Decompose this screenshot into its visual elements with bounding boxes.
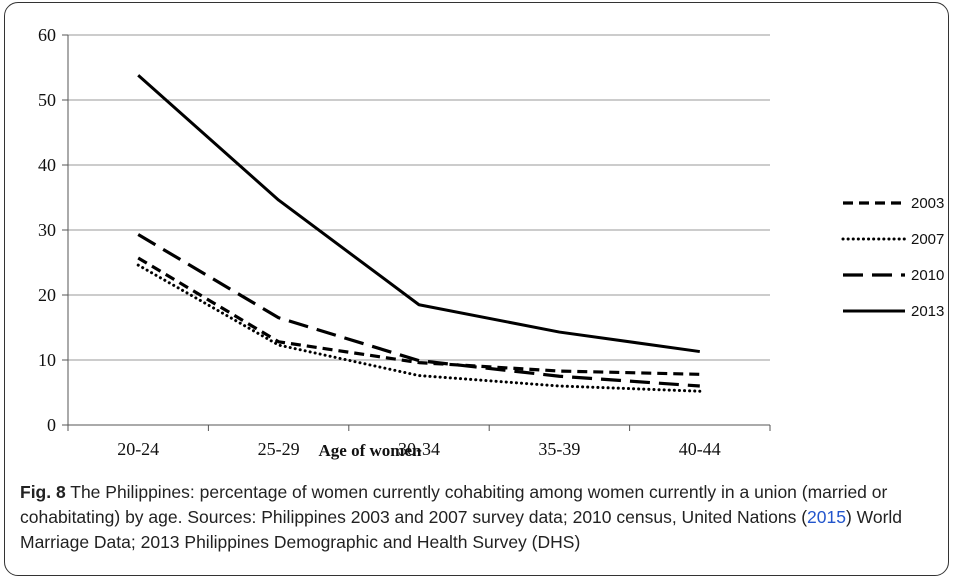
x-tick-label: 40-44: [679, 439, 721, 459]
axes: [62, 34, 771, 431]
caption-text-start: The Philippines: percentage of women cur…: [20, 482, 888, 527]
x-tick-label: 25-29: [258, 439, 300, 459]
y-tick-label: 60: [38, 25, 56, 45]
caption-text-end: ) World Marriage Data; 2013 Philippines …: [20, 507, 903, 552]
y-tick-label: 40: [38, 155, 56, 175]
series-line-2007: [136, 263, 702, 393]
series-line-2003: [137, 256, 700, 376]
y-tick-label: 0: [47, 415, 56, 435]
x-axis-title: Age of women: [319, 441, 422, 460]
series-line-2010: [137, 233, 700, 388]
legend-label-2013: 2013: [911, 303, 944, 320]
x-tick-labels: 20-24 25-29 30-34 35-39 40-44: [117, 439, 721, 459]
series-lines: [136, 74, 702, 393]
caption-reference-link[interactable]: 2015: [807, 507, 846, 527]
legend-label-2003: 2003: [911, 195, 944, 212]
y-tick-label: 30: [38, 220, 56, 240]
x-tick-label: 30-34: [398, 439, 440, 459]
y-tick-label: 20: [38, 285, 56, 305]
y-tick-label: 50: [38, 90, 56, 110]
legend: 2003 2007 2010 2013: [841, 195, 944, 320]
y-tick-label: 10: [38, 350, 56, 370]
y-tick-labels: 0 10 20 30 40 50 60: [38, 25, 56, 435]
x-tick-label: 35-39: [538, 439, 580, 459]
figure-caption: Fig. 8 The Philippines: percentage of wo…: [20, 480, 940, 555]
grid-lines: [68, 34, 770, 361]
figure-label: Fig. 8: [20, 482, 66, 502]
x-tick-label: 20-24: [117, 439, 159, 459]
legend-label-2010: 2010: [911, 267, 944, 284]
legend-label-2007: 2007: [911, 231, 944, 248]
series-line-2013: [137, 74, 701, 354]
